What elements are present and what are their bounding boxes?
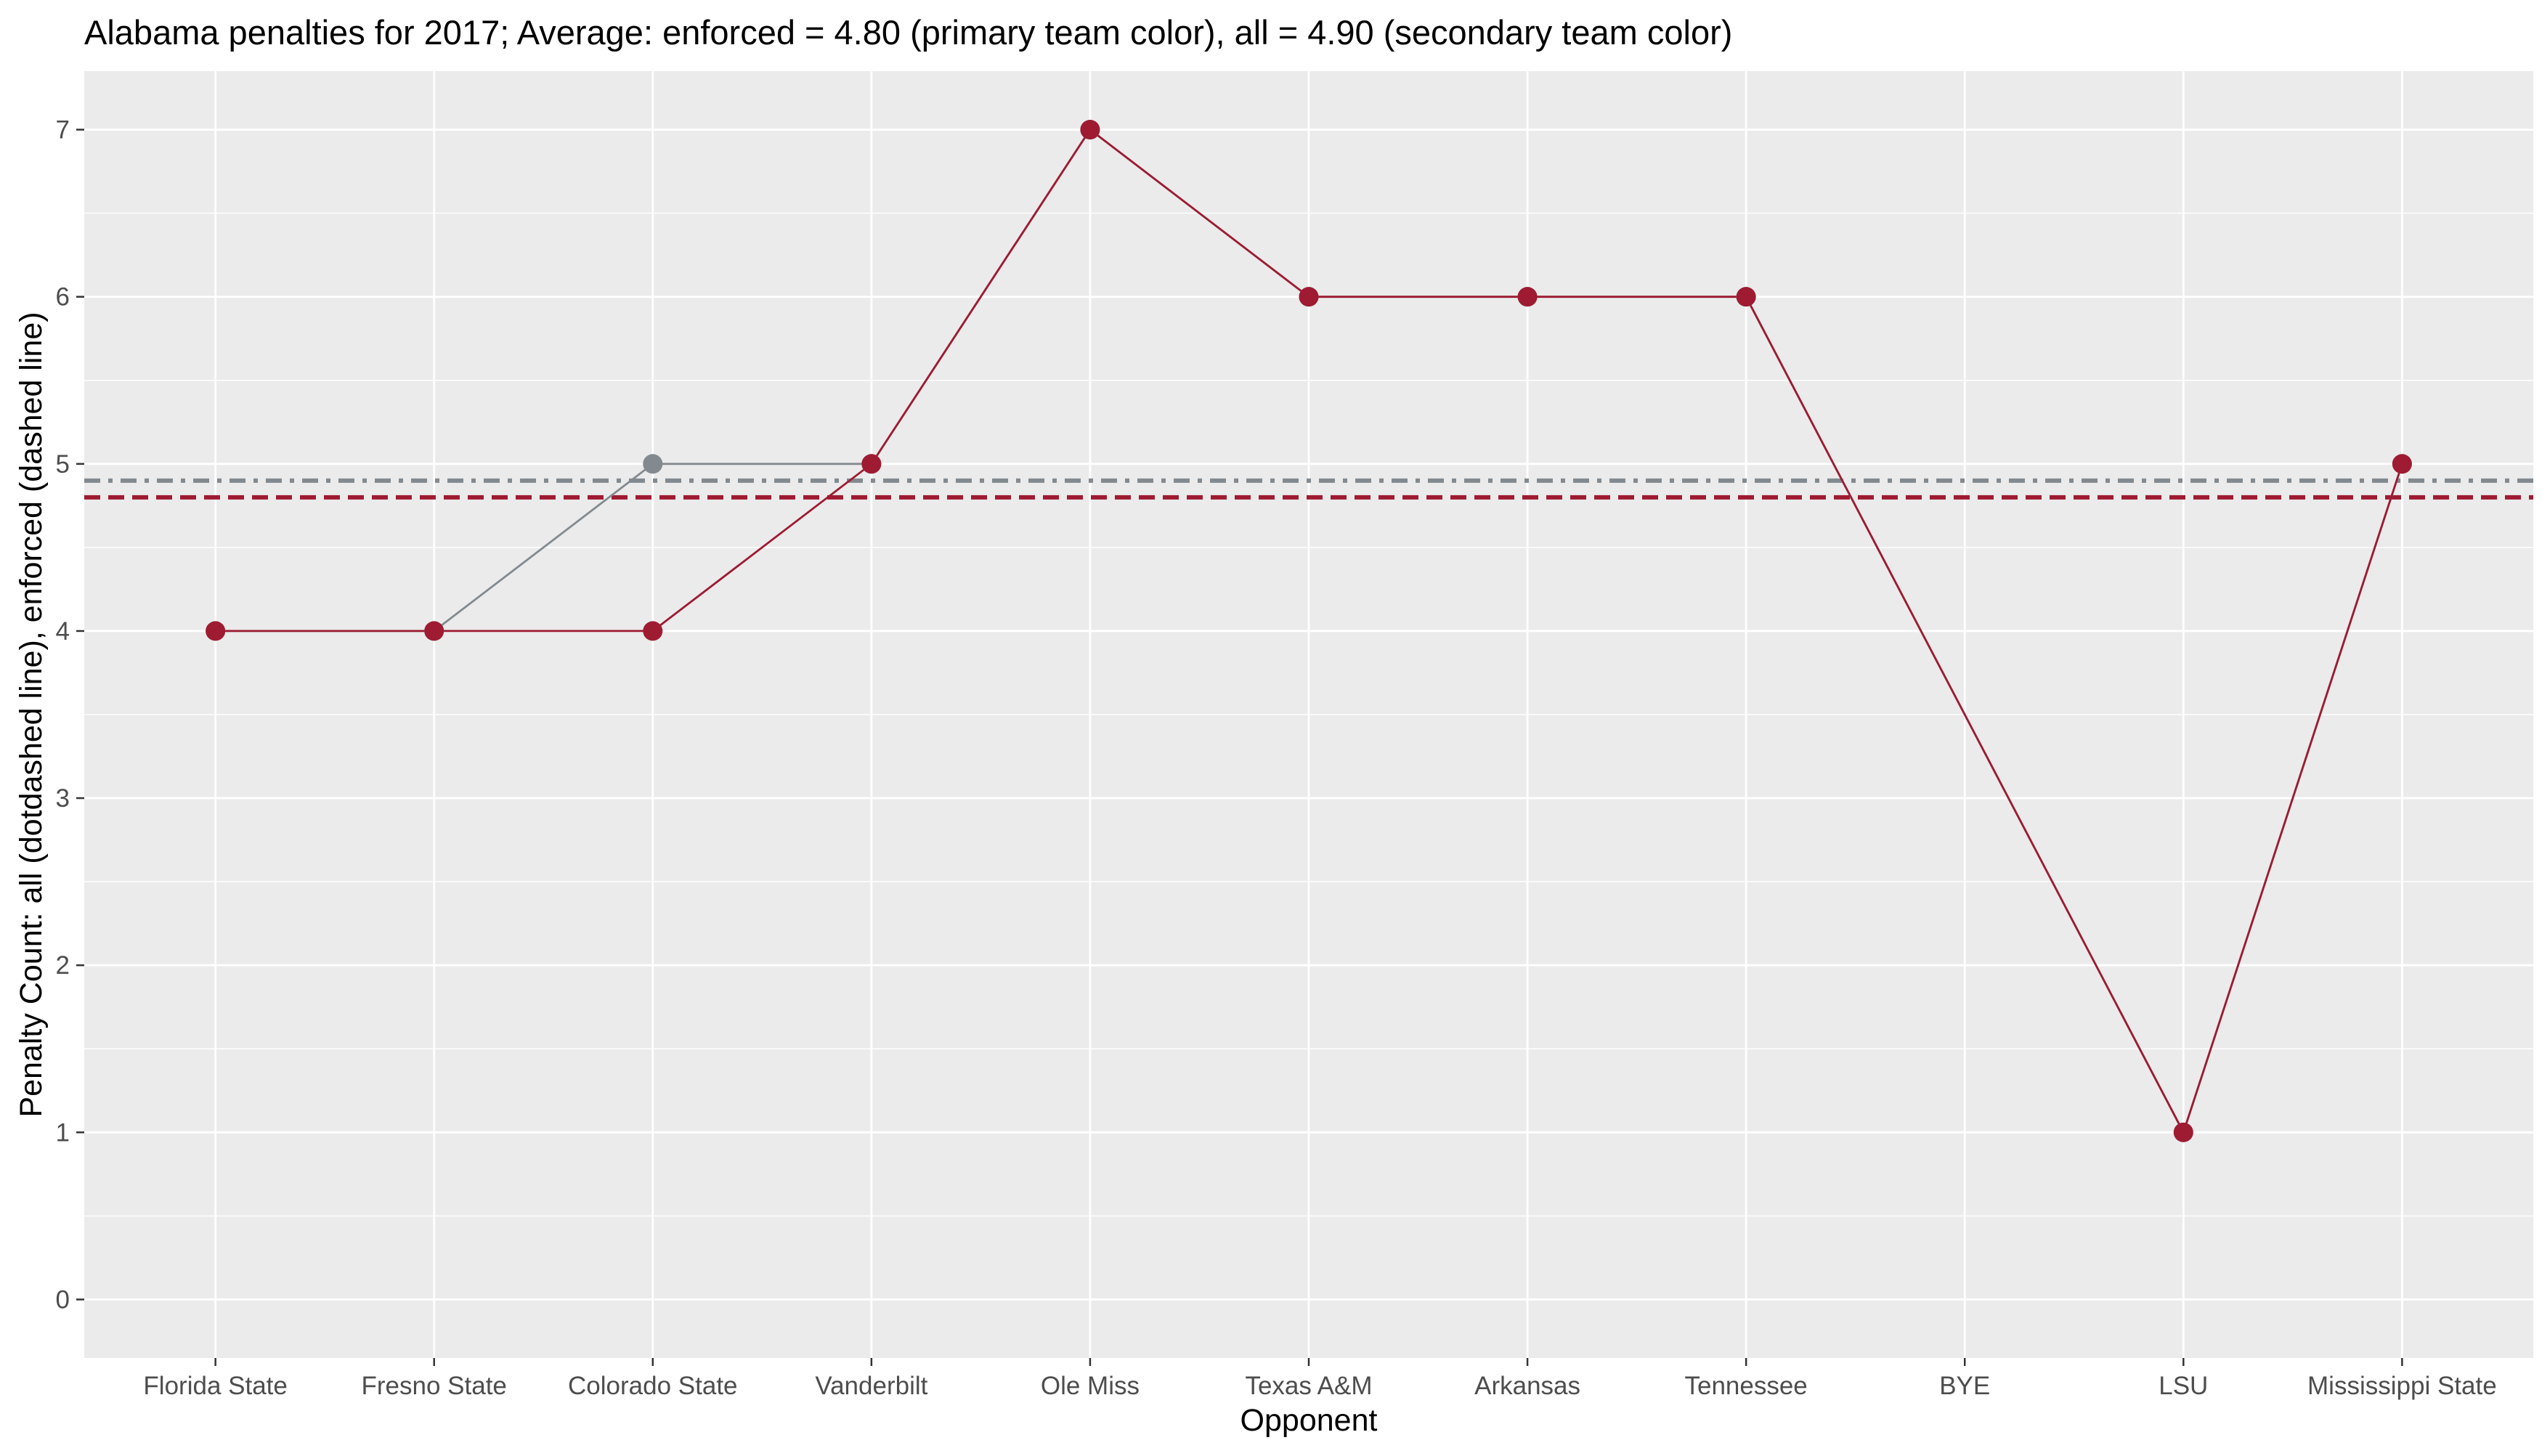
y-tick-label: 3	[56, 784, 70, 813]
data-point-enforced	[2173, 1122, 2193, 1142]
x-tick-label: Texas A&M	[1245, 1372, 1372, 1400]
data-point-all	[643, 454, 663, 474]
data-points	[206, 120, 2412, 1142]
y-tick-label: 2	[56, 951, 70, 980]
x-axis-label: Opponent	[1240, 1403, 1378, 1438]
x-tick-label: Arkansas	[1474, 1372, 1580, 1400]
x-tick-label: LSU	[2159, 1372, 2208, 1400]
y-tick-label: 0	[56, 1285, 70, 1314]
x-tick-label: Florida State	[143, 1372, 287, 1400]
average-lines	[84, 478, 2533, 500]
data-point-enforced	[1517, 287, 1538, 307]
y-tick-label: 5	[56, 450, 70, 479]
series-lines	[215, 129, 2403, 1134]
data-point-enforced	[643, 621, 663, 641]
data-point-enforced	[2392, 454, 2412, 474]
data-point-enforced	[206, 621, 226, 641]
data-point-enforced	[861, 454, 882, 474]
x-tick-label: Mississippi State	[2307, 1372, 2497, 1400]
x-tick-label: Vanderbilt	[815, 1372, 927, 1400]
y-tick-label: 6	[56, 283, 70, 312]
x-tick-label: Ole Miss	[1041, 1372, 1140, 1400]
data-point-enforced	[424, 621, 444, 641]
chart-title: Alabama penalties for 2017; Average: enf…	[84, 13, 1732, 52]
data-point-enforced	[1736, 287, 1756, 307]
series-line-enforced	[215, 129, 2403, 1134]
y-tick-label: 1	[56, 1118, 70, 1147]
y-tick-label: 4	[56, 617, 70, 646]
x-tick-label: Colorado State	[568, 1372, 737, 1400]
x-tick-label: BYE	[1939, 1372, 1990, 1400]
y-axis-label: Penalty Count: all (dotdashed line), enf…	[14, 312, 49, 1117]
axes: 0 1 2 3 4 5 6 7 Florida State Fresno State Colorad…	[56, 116, 2497, 1400]
grid-lines	[84, 71, 2533, 1358]
y-tick-label: 7	[56, 116, 70, 145]
data-point-enforced	[1299, 287, 1319, 307]
x-tick-label: Tennessee	[1684, 1372, 1807, 1400]
data-point-enforced	[1080, 120, 1100, 140]
x-tick-label: Fresno State	[362, 1372, 507, 1400]
